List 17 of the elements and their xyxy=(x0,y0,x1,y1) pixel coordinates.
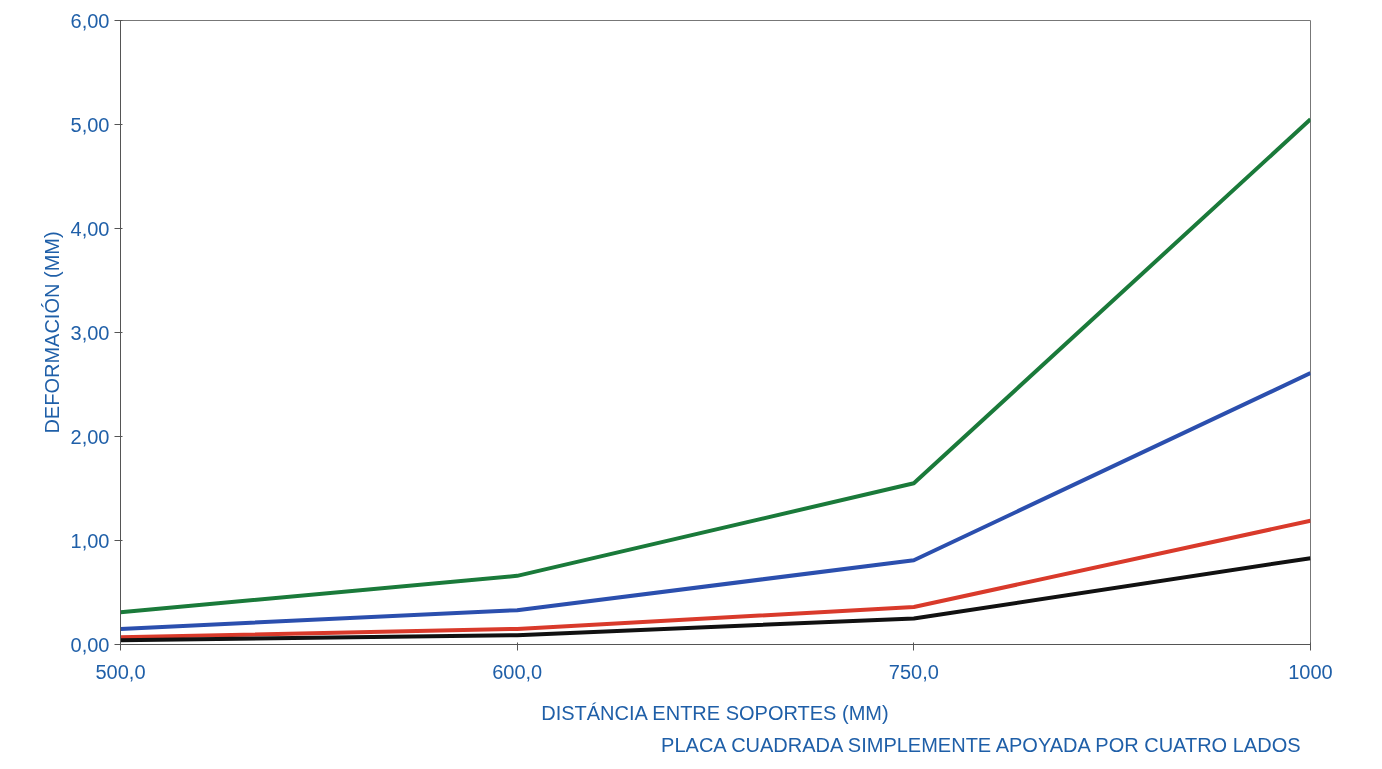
y-axis-title: DEFORMACIÓN (MM) xyxy=(40,231,63,434)
x-tick-label: 1000 xyxy=(1288,660,1333,683)
y-tick-label: 1,00 xyxy=(70,529,110,552)
y-tick-label: 4,00 xyxy=(70,217,110,240)
y-tick-label: 3,00 xyxy=(70,321,110,344)
y-tick-label: 0,00 xyxy=(70,633,110,656)
x-tick-label: 600,0 xyxy=(492,660,543,683)
line-series xyxy=(120,117,1311,615)
text: PLACA CUADRADA SIMPLEMENTE APOYADA POR CUATRO LADOS xyxy=(661,733,1301,756)
x-axis-title: DISTÁNCIA ENTRE SOPORTES (MM) xyxy=(541,701,889,724)
y-tick-label: 6,00 xyxy=(70,9,110,32)
y-tick-label: 5,00 xyxy=(70,113,110,136)
x-tick-label: 500,0 xyxy=(95,660,146,683)
line-series xyxy=(120,518,1311,640)
y-tick-label: 2,00 xyxy=(70,425,110,448)
line-series xyxy=(120,371,1311,631)
x-tick-label: 750,0 xyxy=(888,660,939,683)
